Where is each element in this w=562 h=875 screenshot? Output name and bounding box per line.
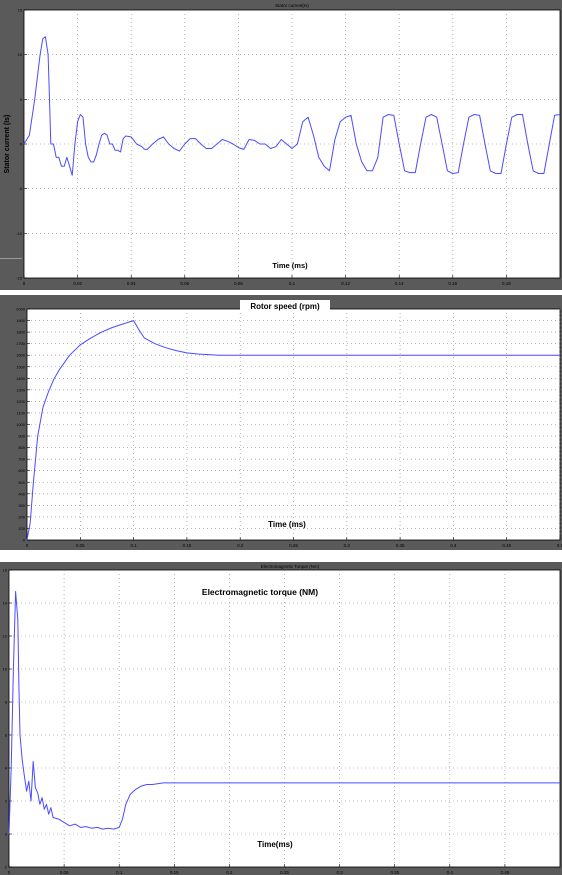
y-tick-label: 16 bbox=[3, 568, 8, 573]
x-tick-label: 0.06 bbox=[180, 281, 189, 286]
x-tick-label: 0.16 bbox=[448, 281, 457, 286]
y-tick-label: 0 bbox=[23, 538, 26, 543]
x-tick-label: 0.08 bbox=[234, 281, 243, 286]
x-tick-label: 0.02 bbox=[73, 281, 82, 286]
y-tick-label: 12 bbox=[3, 634, 8, 639]
x-tick-label: 0.35 bbox=[396, 543, 405, 548]
y-tick-label: 2000 bbox=[16, 307, 26, 312]
electromagnetic-torque-plot: 0 0.05 0.1 0.15 0.2 0.25 0.3 0.35 0.4 0.45-202468… bbox=[0, 562, 562, 875]
stator-current-plot: 0 0.02 0.04 0.06 0.08 0.1 0.12 0.14 0.16 0.18 -15 -… bbox=[0, 0, 562, 290]
divider-line bbox=[0, 258, 22, 259]
x-tick-label: 0.05 bbox=[60, 870, 69, 875]
y-tick-label: 300 bbox=[18, 503, 25, 508]
series-line bbox=[8, 591, 560, 835]
x-tick-label: 0 bbox=[26, 543, 29, 548]
x-tick-label: 0.3 bbox=[336, 870, 343, 875]
x-tick-label: 0.5 bbox=[557, 543, 562, 548]
y-tick-label: 1800 bbox=[16, 330, 26, 335]
chart-title: Electromagnetic Torque (Nm) bbox=[261, 564, 320, 569]
y-tick-label: 6 bbox=[5, 733, 8, 738]
x-tick-label: 0.18 bbox=[502, 281, 511, 286]
x-tick-label: 0.4 bbox=[447, 870, 454, 875]
x-tick-label: 0.25 bbox=[289, 543, 298, 548]
y-tick-label: 4 bbox=[5, 766, 8, 771]
y-axis-label: Stator current (Is) bbox=[4, 115, 11, 174]
y-tick-label: 1400 bbox=[16, 376, 26, 381]
y-tick-label: 500 bbox=[18, 480, 25, 485]
title-box bbox=[240, 300, 330, 312]
x-tick-label: 0.1 bbox=[289, 281, 296, 286]
x-tick-label: 0.2 bbox=[237, 543, 244, 548]
y-tick-label: 1900 bbox=[16, 318, 26, 323]
y-tick-label: 10 bbox=[18, 52, 23, 57]
y-tick-label: 2 bbox=[5, 799, 8, 804]
x-tick-label: 0.45 bbox=[502, 543, 511, 548]
x-axis-label: Time(ms) bbox=[257, 840, 293, 849]
y-tick-label: 5 bbox=[20, 97, 23, 102]
y-tick-label: 1200 bbox=[16, 399, 26, 404]
y-tick-label: 400 bbox=[18, 491, 25, 496]
x-tick-label: 0.05 bbox=[76, 543, 85, 548]
x-tick-label: 0 bbox=[23, 281, 26, 286]
x-tick-label: 0.1 bbox=[116, 870, 123, 875]
x-tick-label: 0.15 bbox=[170, 870, 179, 875]
rotor-speed-plot: 0 0.05 0.1 0.15 0.2 0.25 0.3 0.35 0.4 0.45 0.5 0 100… bbox=[0, 295, 562, 550]
y-tick-label: 0 bbox=[20, 142, 23, 147]
series-line bbox=[23, 36, 561, 176]
y-tick-label: 100 bbox=[18, 526, 25, 531]
y-tick-label: 14 bbox=[3, 601, 8, 606]
y-tick-label: 1600 bbox=[16, 353, 26, 358]
y-tick-label: 10 bbox=[3, 667, 8, 672]
x-tick-label: 0.45 bbox=[501, 870, 510, 875]
y-tick-label: -15 bbox=[16, 276, 23, 281]
x-axis-label: Time (ms) bbox=[272, 261, 308, 270]
y-tick-label: -5 bbox=[18, 186, 22, 191]
y-tick-label: 600 bbox=[18, 468, 25, 473]
rotor-speed-chart: 0 0.05 0.1 0.15 0.2 0.25 0.3 0.35 0.4 0.45 0.5 0 100… bbox=[0, 295, 562, 550]
y-tick-label: -2 bbox=[3, 865, 7, 870]
x-tick-label: 0.1 bbox=[130, 543, 137, 548]
y-tick-label: 0 bbox=[5, 832, 8, 837]
y-tick-label: 1100 bbox=[16, 410, 25, 415]
chart-subtitle: Electromagnetic torque (NM) bbox=[202, 587, 318, 597]
x-tick-label: 0 bbox=[8, 870, 11, 875]
y-tick-label: 8 bbox=[5, 700, 8, 705]
y-tick-label: 1300 bbox=[16, 387, 26, 392]
x-tick-label: 0.25 bbox=[280, 870, 289, 875]
chart-title: Rotor speed (rpm) bbox=[250, 302, 320, 311]
y-tick-label: 800 bbox=[18, 445, 25, 450]
x-axis-label: Time (ms) bbox=[268, 520, 306, 529]
stator-current-chart: 0 0.02 0.04 0.06 0.08 0.1 0.12 0.14 0.16 0.18 -15 -… bbox=[0, 0, 562, 290]
x-tick-label: 0.15 bbox=[183, 543, 192, 548]
y-tick-label: 200 bbox=[18, 514, 25, 519]
x-tick-label: 0.12 bbox=[341, 281, 350, 286]
y-tick-label: 15 bbox=[18, 8, 23, 13]
electromagnetic-torque-chart: 0 0.05 0.1 0.15 0.2 0.25 0.3 0.35 0.4 0.45 -2 0 2 4 6 8… bbox=[0, 562, 562, 875]
y-tick-label: 700 bbox=[18, 457, 25, 462]
x-tick-label: 0.35 bbox=[390, 870, 399, 875]
x-tick-label: 0.3 bbox=[344, 543, 351, 548]
x-tick-label: 0.04 bbox=[127, 281, 136, 286]
y-tick-label: -10 bbox=[16, 231, 23, 236]
x-tick-label: 0.2 bbox=[226, 870, 233, 875]
chart-title: Stator current(Is) bbox=[275, 3, 309, 8]
y-tick-label: 1500 bbox=[16, 364, 26, 369]
x-tick-label: 0.4 bbox=[450, 543, 457, 548]
y-tick-label: 1000 bbox=[16, 422, 26, 427]
y-tick-label: 1700 bbox=[16, 341, 26, 346]
series-line bbox=[26, 320, 560, 541]
y-tick-label: 900 bbox=[18, 434, 25, 439]
x-tick-label: 0.14 bbox=[395, 281, 404, 286]
